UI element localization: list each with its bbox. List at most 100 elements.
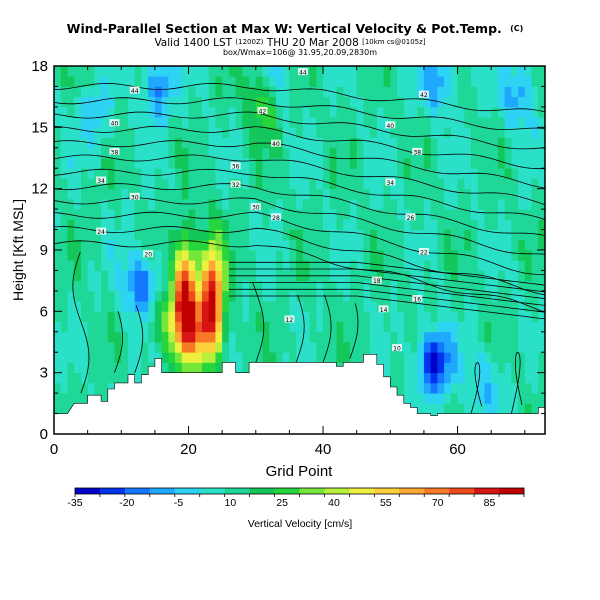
velocity-cell	[74, 301, 82, 312]
velocity-cell	[444, 66, 452, 77]
velocity-cell	[161, 106, 169, 118]
velocity-cell	[437, 147, 445, 159]
velocity-cell	[464, 229, 472, 241]
velocity-cell	[101, 96, 109, 108]
velocity-cell	[195, 260, 203, 271]
velocity-cell	[208, 96, 216, 108]
velocity-cell	[80, 372, 89, 384]
y-tick-label: 6	[40, 303, 48, 320]
velocity-cell	[154, 352, 163, 363]
velocity-cell	[531, 382, 539, 394]
velocity-cell	[464, 198, 472, 210]
theta-contour	[54, 168, 545, 220]
velocity-cell	[67, 188, 75, 200]
velocity-cell	[175, 178, 183, 190]
velocity-cell	[249, 86, 257, 98]
velocity-cell	[417, 66, 425, 77]
velocity-cell	[228, 331, 237, 343]
velocity-cell	[175, 117, 183, 128]
velocity-cell	[356, 219, 364, 230]
subtitle-run: [10km cs@0105z]	[362, 38, 426, 46]
velocity-cell	[403, 188, 411, 200]
velocity-cell	[148, 280, 156, 292]
velocity-cell	[215, 66, 223, 77]
velocity-cell	[181, 106, 189, 118]
velocity-cell	[121, 158, 129, 169]
velocity-cell	[154, 342, 163, 353]
velocity-cell	[356, 168, 364, 179]
velocity-cell	[477, 96, 485, 108]
velocity-cell	[275, 239, 284, 251]
velocity-cell	[228, 117, 237, 128]
velocity-cell	[504, 229, 512, 241]
velocity-cell	[397, 270, 405, 282]
velocity-cell	[497, 239, 506, 251]
velocity-cell	[80, 96, 89, 108]
velocity-cell	[127, 76, 136, 87]
velocity-cell	[175, 290, 183, 302]
velocity-cell	[296, 147, 304, 159]
velocity-cell	[296, 352, 304, 363]
velocity-cell	[154, 117, 163, 128]
velocity-cell	[54, 158, 62, 169]
velocity-cell	[504, 178, 512, 190]
velocity-cell	[450, 96, 458, 108]
velocity-cell	[437, 188, 445, 200]
velocity-cell	[484, 280, 492, 292]
velocity-cell	[504, 198, 512, 210]
velocity-cell	[504, 393, 512, 404]
velocity-cell	[403, 86, 411, 98]
velocity-cell	[215, 188, 223, 200]
velocity-cell	[363, 76, 371, 87]
velocity-cell	[518, 301, 526, 312]
velocity-cell	[114, 76, 122, 87]
velocity-cell	[423, 178, 432, 190]
velocity-cell	[504, 219, 512, 230]
velocity-cell	[403, 137, 411, 149]
velocity-cell	[114, 311, 122, 322]
velocity-cell	[80, 209, 89, 220]
velocity-cell	[188, 301, 196, 312]
velocity-cell	[383, 137, 391, 149]
velocity-cell	[370, 188, 378, 200]
velocity-cell	[343, 86, 351, 98]
colorbar-swatch	[349, 488, 375, 494]
velocity-cell	[323, 301, 331, 312]
velocity-cell	[390, 260, 398, 271]
velocity-cell	[444, 209, 452, 220]
velocity-cell	[450, 188, 458, 200]
velocity-cell	[524, 127, 532, 138]
velocity-cell	[444, 352, 452, 363]
velocity-cell	[208, 250, 216, 261]
velocity-cell	[403, 117, 411, 128]
velocity-cell	[323, 342, 331, 353]
velocity-cell	[430, 321, 438, 333]
svg-text:18: 18	[373, 278, 381, 285]
velocity-cell	[101, 250, 109, 261]
velocity-cell	[531, 362, 539, 374]
velocity-cell	[497, 403, 506, 414]
velocity-cell	[390, 147, 398, 159]
velocity-cell	[107, 372, 115, 384]
velocity-cell	[121, 342, 129, 353]
velocity-cell	[181, 260, 189, 271]
velocity-cell	[376, 229, 384, 241]
velocity-cell	[309, 127, 317, 138]
velocity-cell	[524, 393, 532, 404]
velocity-cell	[497, 178, 506, 190]
velocity-cell	[538, 331, 545, 343]
velocity-cell	[161, 147, 169, 159]
velocity-cell	[538, 209, 545, 220]
velocity-cell	[464, 209, 472, 220]
velocity-cell	[450, 362, 458, 374]
velocity-cell	[242, 321, 250, 333]
velocity-cell	[390, 280, 398, 292]
velocity-cell	[121, 198, 129, 210]
velocity-cell	[101, 352, 109, 363]
velocity-cell	[518, 96, 526, 108]
velocity-cell	[403, 106, 411, 118]
velocity-cell	[383, 362, 391, 374]
velocity-cell	[107, 270, 115, 282]
velocity-cell	[208, 270, 216, 282]
velocity-cell	[457, 178, 465, 190]
